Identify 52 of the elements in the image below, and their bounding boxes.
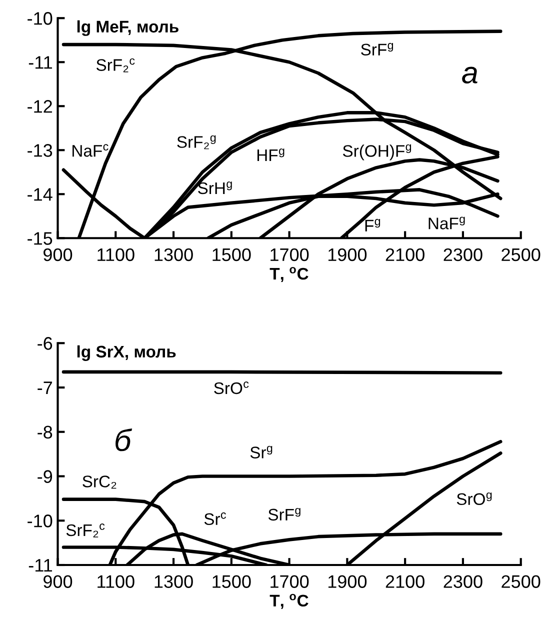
annotation: SrF$^{g}$ — [268, 508, 300, 521]
y-tick-label: -11 — [28, 56, 52, 69]
annotation: HF$^{g}$ — [257, 148, 284, 161]
annotation: F$^{g}$ — [365, 218, 380, 232]
annotation: SrO$^{g}$ — [456, 492, 492, 506]
x-tick-label: 1100 — [98, 575, 134, 588]
x-axis-title: T, $^{o}$C — [270, 594, 308, 609]
annotation: NaF$^{g}$ — [428, 216, 465, 230]
x-tick-label: 1700 — [270, 575, 309, 588]
annotation: SrH$^{g}$ — [198, 182, 232, 194]
y-tick-label: -11 — [28, 559, 52, 572]
annotation: Sr$^{g}$ — [250, 446, 272, 458]
y-axis-title: lg MeF, моль — [77, 20, 178, 36]
annotation: SrF$^{g}$ — [361, 42, 394, 56]
y-tick-label: -7 — [38, 382, 52, 394]
y-tick-label: -6 — [38, 337, 52, 350]
annotation: SrF₂$^{c}$ — [96, 58, 135, 72]
y-tick-label: -10 — [28, 514, 52, 528]
annotation: SrC₂ — [82, 476, 116, 489]
y-tick-label: -14 — [28, 188, 52, 201]
x-tick-label: 2500 — [502, 248, 540, 262]
y-tick-label: -10 — [28, 12, 52, 25]
x-tick-label: 1900 — [328, 575, 367, 588]
y-tick-label: -15 — [28, 232, 52, 245]
y-tick-label: -8 — [38, 426, 52, 439]
y-axis-title: lg SrX, моль — [77, 345, 176, 361]
x-tick-label: 1300 — [154, 248, 193, 262]
annotation: SrF₂$^{g}$ — [177, 135, 216, 150]
x-tick-label: 2100 — [386, 248, 424, 262]
x-tick-label: 2300 — [444, 575, 482, 588]
x-tick-label: 1900 — [328, 248, 367, 262]
annotation: Sr$^{c}$ — [204, 512, 226, 526]
x-tick-label: 1700 — [270, 248, 309, 262]
text: а — [462, 66, 478, 84]
x-tick-label: 2500 — [502, 575, 540, 588]
x-tick-label: 1300 — [154, 575, 193, 588]
x-tick-label: 1500 — [212, 575, 251, 588]
annotation: Sr(OH)F$^{g}$ — [342, 144, 412, 160]
y-tick-label: -13 — [28, 144, 52, 157]
x-tick-label: 1100 — [98, 248, 134, 262]
annotation: SrO$^{c}$ — [214, 382, 249, 394]
x-tick-label: 2100 — [386, 575, 424, 588]
x-tick-label: 900 — [44, 248, 72, 262]
x-axis-title: T, $^{o}$C — [270, 267, 308, 282]
y-tick-label: -9 — [38, 470, 52, 483]
x-tick-label: 1500 — [212, 248, 251, 262]
y-tick-label: -12 — [28, 100, 52, 113]
annotation: SrF₂$^{c}$ — [66, 524, 105, 538]
annotation: NaF$^{c}$ — [72, 144, 108, 157]
x-tick-label: 900 — [44, 575, 72, 588]
x-tick-label: 2300 — [444, 248, 482, 262]
text: б — [116, 428, 132, 452]
